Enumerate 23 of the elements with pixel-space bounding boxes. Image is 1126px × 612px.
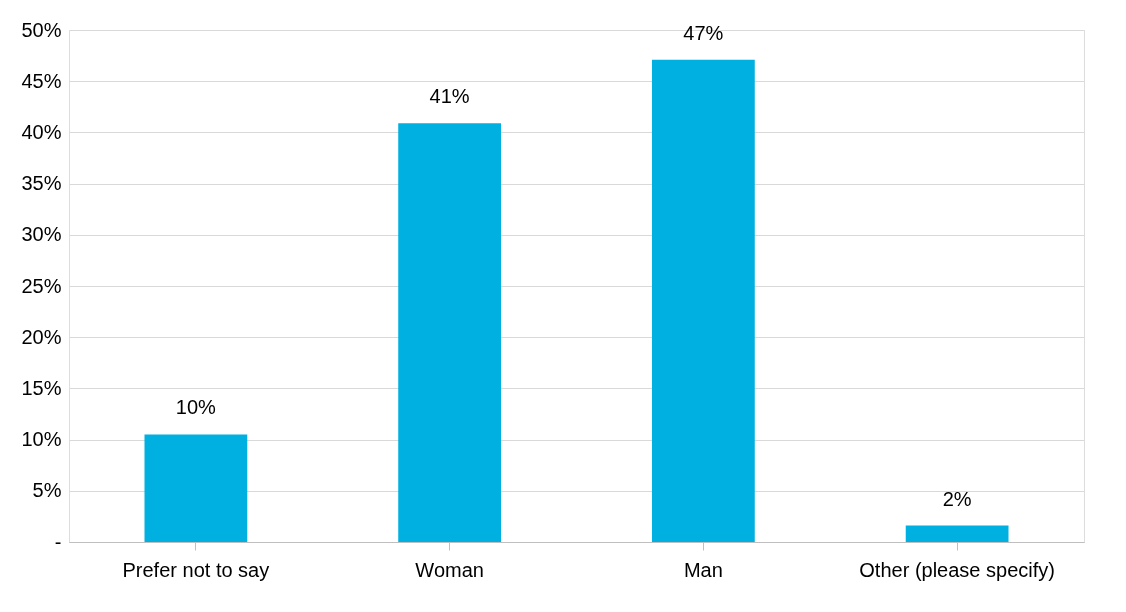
data-label: 47% xyxy=(683,21,724,44)
y-tick-label: - xyxy=(54,530,62,553)
y-tick-label: 10% xyxy=(21,428,62,451)
y-tick-label: 50% xyxy=(21,18,62,41)
y-tick-label: 20% xyxy=(21,325,62,348)
bar xyxy=(398,123,502,542)
x-tick-label: Woman xyxy=(415,558,484,581)
x-tick-label: Man xyxy=(683,558,723,581)
bar xyxy=(651,59,755,542)
y-tick-label: 15% xyxy=(21,376,62,399)
y-tick-label: 5% xyxy=(32,479,62,502)
bar xyxy=(905,525,1009,542)
y-tick-label: 25% xyxy=(21,274,62,297)
y-tick-label: 35% xyxy=(21,172,62,195)
y-tick-label: 40% xyxy=(21,120,62,143)
x-tick-label: Prefer not to say xyxy=(122,558,270,581)
y-tick-label: 30% xyxy=(21,223,62,246)
data-label: 10% xyxy=(175,396,217,419)
bar xyxy=(144,434,248,542)
y-tick-label: 45% xyxy=(21,69,62,92)
data-label: 41% xyxy=(429,85,470,108)
data-label: 2% xyxy=(942,487,972,510)
x-tick-label: Other (please specify) xyxy=(859,558,1055,581)
